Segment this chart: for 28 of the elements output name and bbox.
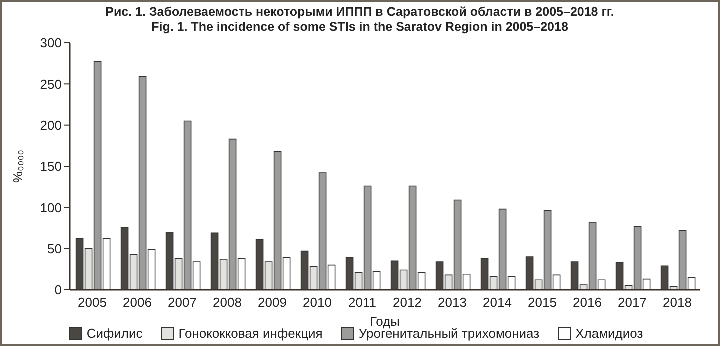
- x-tick-label: 2009: [258, 295, 287, 310]
- x-tick-label: 2018: [663, 295, 692, 310]
- chart-title: Рис. 1. Заболеваемость некоторыми ИППП в Саратовской области в 2005–2018 гг.: [104, 5, 616, 20]
- y-tick-label: 250: [40, 76, 62, 92]
- x-tick-label: 2007: [168, 295, 197, 310]
- x-tick-label: 2015: [528, 295, 557, 310]
- y-tick-label: 100: [40, 200, 62, 216]
- legend-label: Гонококковая инфекция: [178, 326, 323, 341]
- x-tick-label: 2008: [213, 295, 242, 310]
- y-tick-label: 150: [40, 159, 62, 174]
- y-axis-title: %₀₀₀₀: [10, 150, 26, 184]
- x-tick-label: 2014: [483, 295, 512, 310]
- x-tick-label: 2016: [573, 295, 602, 310]
- x-tick-label: 2005: [78, 295, 107, 310]
- y-tick-label: 50: [48, 241, 62, 256]
- x-tick-label: 2013: [438, 295, 467, 310]
- x-axis-title: Годы: [370, 314, 400, 329]
- x-tick-label: 2006: [123, 295, 152, 310]
- x-tick-label: 2011: [348, 295, 376, 310]
- x-tick-label: 2017: [618, 295, 647, 310]
- y-tick-label: 300: [40, 36, 62, 51]
- x-tick-label: 2012: [393, 295, 422, 310]
- legend-label: Сифилис: [86, 326, 143, 341]
- x-tick-label: 2010: [303, 295, 332, 310]
- legend-label: Хламидиоз: [574, 326, 644, 341]
- y-tick-label: 200: [40, 118, 62, 133]
- y-tick-label: 0: [54, 282, 62, 298]
- chart-subtitle: Fig. 1. The incidence of some STIs in the Saratov Region in 2005–2018: [150, 20, 570, 35]
